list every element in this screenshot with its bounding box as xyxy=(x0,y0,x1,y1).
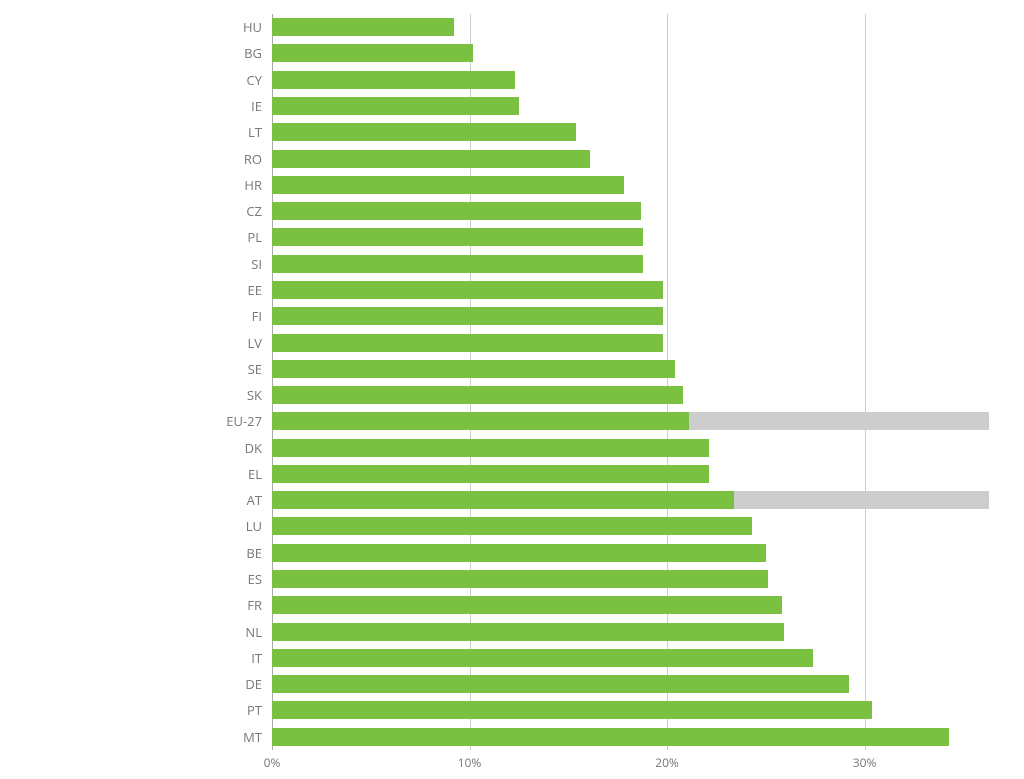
bar-row: MT xyxy=(272,728,989,746)
bar-label: IT xyxy=(251,649,272,667)
bar-label: HR xyxy=(244,176,272,194)
bar-label: NL xyxy=(245,623,272,641)
bar-label: CZ xyxy=(246,202,272,220)
bar-value xyxy=(272,202,641,220)
bar-value xyxy=(272,360,675,378)
bar-label: LU xyxy=(246,517,272,535)
bar-label: EL xyxy=(248,465,272,483)
bar-label: FR xyxy=(247,596,272,614)
bar-row: NL xyxy=(272,623,989,641)
bar-label: SK xyxy=(247,386,272,404)
bar-value xyxy=(272,281,663,299)
bar-value xyxy=(272,439,709,457)
bar-label: IE xyxy=(251,97,272,115)
bar-label: DE xyxy=(245,675,272,693)
x-tick-label: 30% xyxy=(853,754,877,771)
bar-value xyxy=(272,97,519,115)
bar-value xyxy=(272,307,663,325)
bar-value xyxy=(272,71,515,89)
bar-row: IE xyxy=(272,97,989,115)
bar-value xyxy=(272,386,683,404)
bar-row: EE xyxy=(272,281,989,299)
bar-value xyxy=(272,44,473,62)
bar-value xyxy=(272,596,782,614)
bar-label: LV xyxy=(247,334,272,352)
bar-value xyxy=(272,649,813,667)
bar-row: HU xyxy=(272,18,989,36)
bar-value xyxy=(272,701,872,719)
x-tick-label: 0% xyxy=(264,754,281,771)
bar-label: HU xyxy=(243,18,272,36)
bar-row: SI xyxy=(272,255,989,273)
bar-label: AT xyxy=(247,491,272,509)
bar-value xyxy=(272,228,643,246)
bar-value xyxy=(272,18,454,36)
bar-value xyxy=(272,123,576,141)
bar-value xyxy=(272,728,949,746)
x-tick-label: 20% xyxy=(655,754,679,771)
bar-row: LU xyxy=(272,517,989,535)
bar-row: HR xyxy=(272,176,989,194)
bar-label: CY xyxy=(247,71,272,89)
chart-stage: 0%10%20%30%HUBGCYIELTROHRCZPLSIEEFILVSES… xyxy=(0,0,1024,779)
bar-label: PL xyxy=(247,228,272,246)
bar-row: FR xyxy=(272,596,989,614)
bar-row: CZ xyxy=(272,202,989,220)
bar-row: SK xyxy=(272,386,989,404)
bar-row: FI xyxy=(272,307,989,325)
bar-row: SE xyxy=(272,360,989,378)
bar-label: PT xyxy=(247,701,272,719)
bar-row: BE xyxy=(272,544,989,562)
bar-label: EE xyxy=(248,281,272,299)
bar-label: MT xyxy=(243,728,272,746)
bar-label: ES xyxy=(248,570,272,588)
plot-area: 0%10%20%30%HUBGCYIELTROHRCZPLSIEEFILVSES… xyxy=(272,14,989,750)
bar-label: SE xyxy=(248,360,272,378)
bar-label: LT xyxy=(248,123,272,141)
bar-row: DE xyxy=(272,675,989,693)
bar-value xyxy=(272,150,590,168)
bar-value xyxy=(272,176,624,194)
bar-row: EU-27 xyxy=(272,412,989,430)
bar-value xyxy=(272,517,752,535)
bar-row: AT xyxy=(272,491,989,509)
bar-label: RO xyxy=(244,150,272,168)
bar-row: DK xyxy=(272,439,989,457)
bar-label: BG xyxy=(244,44,272,62)
x-tick-label: 10% xyxy=(458,754,482,771)
bar-value xyxy=(272,623,784,641)
bar-value xyxy=(272,465,709,483)
bar-label: EU-27 xyxy=(226,412,272,430)
bar-label: BE xyxy=(246,544,272,562)
bar-row: LV xyxy=(272,334,989,352)
bar-row: PT xyxy=(272,701,989,719)
bar-value xyxy=(272,544,766,562)
bar-value xyxy=(272,570,768,588)
bar-row: CY xyxy=(272,71,989,89)
bar-value xyxy=(272,675,849,693)
bar-value xyxy=(272,334,663,352)
bar-value xyxy=(272,255,643,273)
bar-label: DK xyxy=(245,439,272,457)
bar-row: EL xyxy=(272,465,989,483)
bar-row: BG xyxy=(272,44,989,62)
bar-label: FI xyxy=(252,307,272,325)
bar-row: PL xyxy=(272,228,989,246)
bar-value xyxy=(272,412,689,430)
bar-label: SI xyxy=(251,255,272,273)
bar-value xyxy=(272,491,734,509)
bar-row: LT xyxy=(272,123,989,141)
bar-row: IT xyxy=(272,649,989,667)
bar-row: ES xyxy=(272,570,989,588)
bar-row: RO xyxy=(272,150,989,168)
